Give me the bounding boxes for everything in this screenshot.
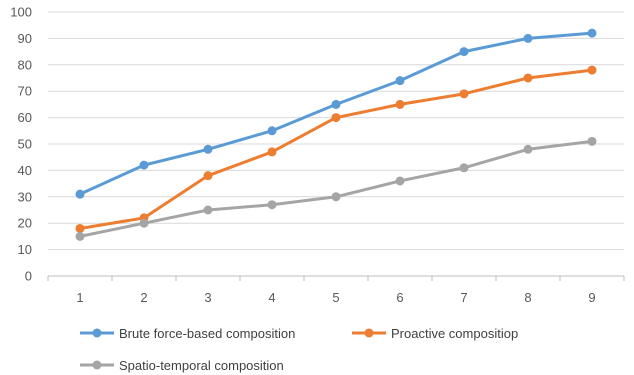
legend: Brute force-based composition Proactive c…	[80, 326, 518, 373]
series	[75, 28, 597, 241]
y-tick-label: 30	[18, 189, 32, 204]
series-1	[75, 28, 597, 199]
y-tick-label: 0	[25, 269, 32, 284]
y-tick-label: 50	[18, 137, 32, 152]
data-point	[395, 99, 405, 109]
data-point	[459, 89, 469, 99]
x-tick-label: 9	[588, 290, 595, 305]
data-point	[75, 231, 85, 241]
data-point	[331, 192, 341, 202]
legend-swatch-marker	[364, 328, 374, 338]
data-point	[203, 144, 213, 154]
data-point	[331, 99, 341, 109]
data-point	[203, 171, 213, 181]
x-tick-label: 7	[460, 290, 467, 305]
x-tick-label: 2	[140, 290, 147, 305]
y-tick-label: 20	[18, 216, 32, 231]
y-tick-label: 60	[18, 110, 32, 125]
y-tick-label: 80	[18, 57, 32, 72]
y-tick-label: 40	[18, 163, 32, 178]
y-tick-label: 10	[18, 242, 32, 257]
y-tick-label: 70	[18, 84, 32, 99]
data-point	[523, 144, 533, 154]
data-point	[139, 160, 149, 170]
data-point	[459, 47, 469, 57]
x-tick-label: 5	[332, 290, 339, 305]
legend-item: Spatio-temporal composition	[80, 358, 284, 373]
x-tick-label: 4	[268, 290, 275, 305]
y-tick-label: 100	[10, 5, 32, 20]
data-point	[267, 147, 277, 157]
y-tick-label: 90	[18, 31, 32, 46]
series-line	[78, 68, 594, 230]
legend-item: Brute force-based composition	[80, 326, 295, 341]
data-point	[203, 205, 213, 215]
series-2	[75, 65, 597, 233]
series-line	[78, 139, 594, 238]
data-point	[523, 73, 533, 83]
legend-label: Proactive compositiop	[391, 326, 518, 341]
data-point	[523, 33, 533, 43]
data-point	[75, 189, 85, 199]
x-tick-label: 3	[204, 290, 211, 305]
series-3	[75, 136, 597, 241]
gridlines	[48, 11, 624, 251]
data-point	[139, 218, 149, 228]
data-point	[267, 200, 277, 210]
legend-label: Spatio-temporal composition	[119, 358, 284, 373]
legend-swatch-marker	[92, 328, 102, 338]
data-point	[267, 126, 277, 136]
axes: 0 10 20 30 40 50 60 70 80 90 100 1 2 3 4 5 6 7 8 9	[10, 5, 625, 305]
x-tick-label: 8	[524, 290, 531, 305]
legend-item: Proactive compositiop	[352, 326, 518, 341]
data-point	[75, 223, 85, 233]
data-point	[587, 28, 597, 38]
data-point	[459, 163, 469, 173]
x-tick-label: 1	[76, 290, 83, 305]
legend-swatch-marker	[92, 360, 102, 370]
data-point	[331, 113, 341, 123]
legend-label: Brute force-based composition	[119, 326, 295, 341]
data-point	[587, 65, 597, 75]
x-tick-label: 6	[396, 290, 403, 305]
data-point	[587, 136, 597, 146]
data-point	[395, 176, 405, 186]
data-point	[395, 76, 405, 86]
